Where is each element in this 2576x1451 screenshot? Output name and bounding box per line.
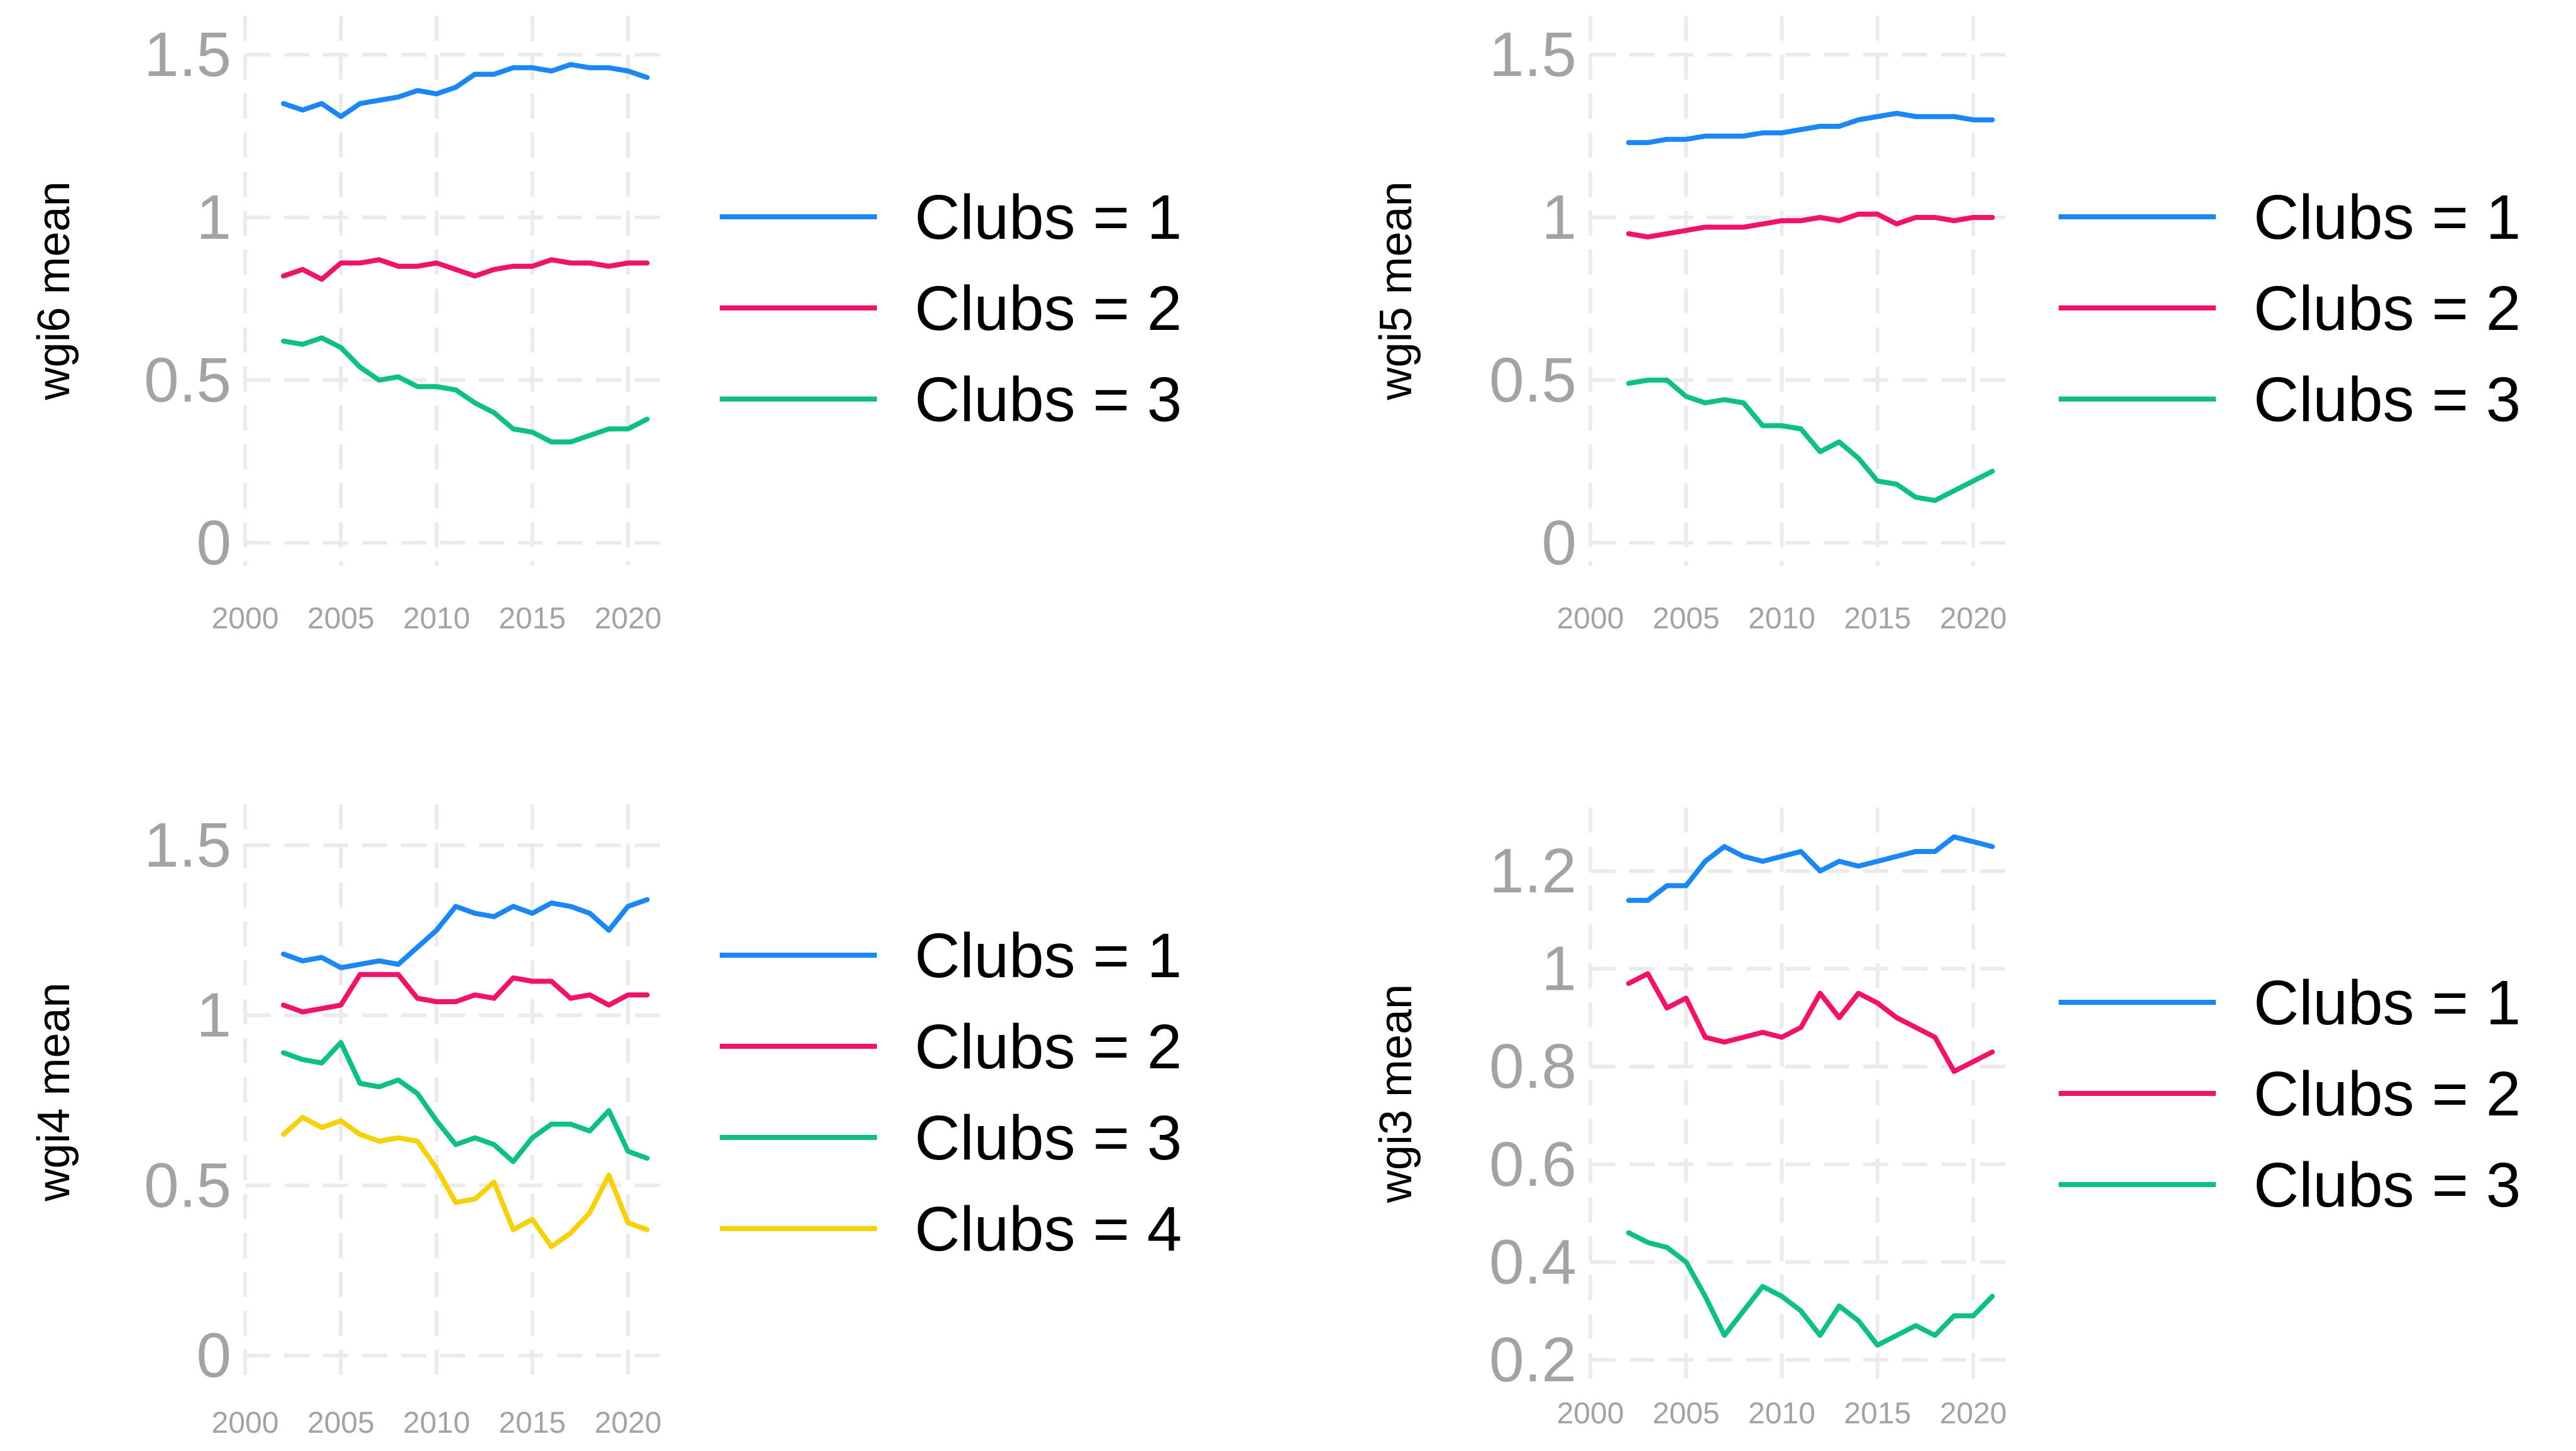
x-tick-label: 2010 <box>403 1406 470 1440</box>
panel-wgi3: 0.2 0.4 0.6 0.8 1 1.2 2000 2005 2010 2015 2020 wgi3… <box>1371 808 2521 1430</box>
y-tick-label: 0 <box>196 1320 231 1391</box>
y-tick-label: 1.5 <box>144 19 231 90</box>
legend-label-club-1: Clubs = 1 <box>915 921 1182 991</box>
y-axis-label: wgi6 mean <box>29 181 79 400</box>
y-tick-label: 1 <box>1541 934 1577 1004</box>
y-tick-label: 0.2 <box>1489 1325 1577 1395</box>
y-tick-label: 0.8 <box>1489 1031 1577 1102</box>
series-line-club-1 <box>280 62 650 119</box>
gridlines <box>1588 16 2012 566</box>
y-tick-label: 1.2 <box>1489 836 1577 906</box>
legend: Clubs = 1 Clubs = 2 Clubs = 3 <box>2059 968 2521 1220</box>
legend-label-club-3: Clubs = 3 <box>2254 364 2521 435</box>
x-tick-label: 2020 <box>1940 602 2007 635</box>
x-tick-label: 2000 <box>1557 1397 1624 1430</box>
x-tick-label: 2000 <box>212 1406 279 1440</box>
series-line-club-2 <box>1626 211 1995 240</box>
x-tick-label: 2010 <box>403 602 470 635</box>
y-axis-label: wgi5 mean <box>1371 181 1421 400</box>
y-tick-label: 0.4 <box>1489 1227 1577 1297</box>
legend: Clubs = 1 Clubs = 2 Clubs = 3 <box>720 182 1182 435</box>
legend-label-club-2: Clubs = 2 <box>2254 1059 2521 1129</box>
y-tick-label: 1.5 <box>1489 19 1577 90</box>
y-tick-label: 0 <box>196 508 231 578</box>
legend-label-club-2: Clubs = 2 <box>2254 273 2521 344</box>
y-tick-label: 0.6 <box>1489 1129 1577 1200</box>
series-line-club-1 <box>1626 111 1995 145</box>
x-tick-label: 2010 <box>1748 1397 1815 1430</box>
panel-wgi6: 0 0.5 1 1.5 2000 2005 2010 2015 2020 wgi6 mean Clu… <box>29 16 1182 635</box>
legend-label-club-3: Clubs = 3 <box>915 364 1182 435</box>
series-line-club-2 <box>280 972 650 1015</box>
series-line-club-1 <box>1626 834 1995 903</box>
legend-label-club-2: Clubs = 2 <box>915 1012 1182 1082</box>
x-tick-label: 2000 <box>212 602 279 635</box>
panel-wgi5: 0 0.5 1 1.5 2000 2005 2010 2015 2020 wgi5 mean Clu… <box>1371 16 2521 635</box>
legend-label-club-1: Clubs = 1 <box>2254 182 2521 253</box>
y-axis-label: wgi3 mean <box>1371 984 1421 1203</box>
x-tick-label: 2010 <box>1748 602 1815 635</box>
legend-label-club-3: Clubs = 3 <box>915 1103 1182 1173</box>
legend-label-club-1: Clubs = 1 <box>915 182 1182 253</box>
legend-label-club-3: Clubs = 3 <box>2254 1150 2521 1220</box>
legend: Clubs = 1 Clubs = 2 Clubs = 3 Clubs = 4 <box>720 921 1182 1264</box>
legend-label-club-4: Clubs = 4 <box>915 1194 1182 1264</box>
gridlines <box>243 804 666 1379</box>
series-line-club-3 <box>280 335 650 445</box>
y-tick-label: 1 <box>1541 182 1577 253</box>
series-line-club-3 <box>1626 377 1995 503</box>
y-axis-label: wgi4 mean <box>29 982 79 1202</box>
series-line-club-3 <box>280 1040 650 1164</box>
gridlines <box>243 16 666 566</box>
y-tick-label: 1 <box>196 182 231 253</box>
y-tick-label: 0.5 <box>144 345 231 415</box>
x-tick-label: 2005 <box>1653 602 1720 635</box>
series-line-club-2 <box>1626 971 1995 1074</box>
y-tick-label: 1 <box>196 980 231 1051</box>
y-tick-label: 0.5 <box>1489 345 1577 415</box>
x-tick-label: 2020 <box>595 602 662 635</box>
legend-label-club-1: Clubs = 1 <box>2254 968 2521 1038</box>
gridlines <box>1588 808 2012 1379</box>
x-tick-label: 2020 <box>1940 1397 2007 1430</box>
y-tick-label: 0 <box>1541 508 1577 578</box>
x-tick-label: 2015 <box>1844 1397 1911 1430</box>
series-line-club-2 <box>280 257 650 282</box>
x-tick-label: 2005 <box>307 602 375 635</box>
x-tick-label: 2015 <box>498 602 566 635</box>
legend: Clubs = 1 Clubs = 2 Clubs = 3 <box>2059 182 2521 435</box>
series-line-club-1 <box>280 897 650 970</box>
x-tick-label: 2000 <box>1557 602 1624 635</box>
x-tick-label: 2015 <box>498 1406 566 1440</box>
panel-wgi4: 0 0.5 1 1.5 2000 2005 2010 2015 2020 wgi4 mean Clu… <box>29 804 1182 1440</box>
x-tick-label: 2005 <box>1653 1397 1720 1430</box>
y-tick-label: 0.5 <box>144 1150 231 1220</box>
series-line-club-4 <box>280 1115 650 1249</box>
x-tick-label: 2020 <box>595 1406 662 1440</box>
x-tick-label: 2015 <box>1844 602 1911 635</box>
y-tick-label: 1.5 <box>144 810 231 880</box>
legend-label-club-2: Clubs = 2 <box>915 273 1182 344</box>
series-line-club-3 <box>1626 1230 1995 1348</box>
x-tick-label: 2005 <box>307 1406 375 1440</box>
